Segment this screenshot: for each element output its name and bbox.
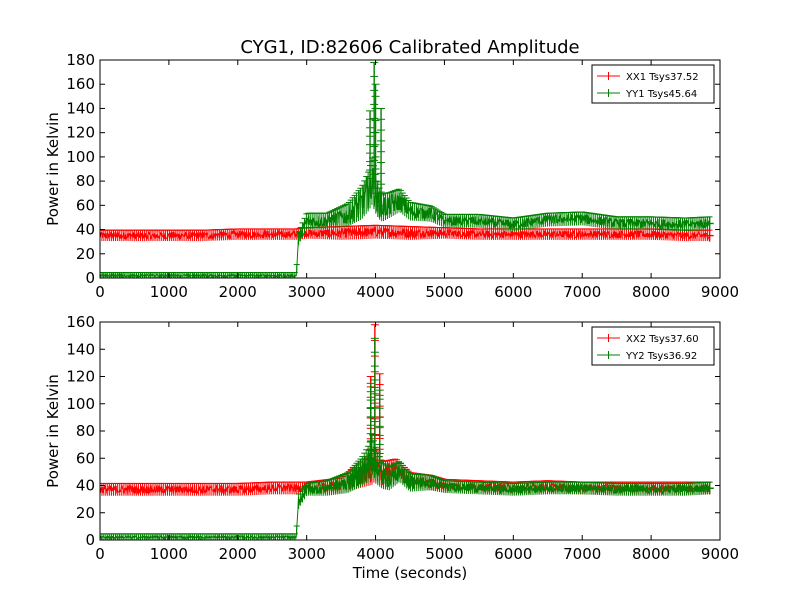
x-axis-label: Time (seconds) bbox=[352, 564, 468, 582]
x-tick-label: 7000 bbox=[563, 545, 601, 563]
y-tick-label: 40 bbox=[76, 221, 95, 239]
axes-frame bbox=[99, 59, 721, 279]
plot-area bbox=[100, 324, 714, 540]
legend: XX2 Tsys37.60 YY2 Tsys36.92 bbox=[591, 326, 715, 366]
x-tick-label: 3000 bbox=[288, 545, 326, 563]
x-tick-label: 3000 bbox=[288, 283, 326, 301]
y-tick-label: 180 bbox=[66, 51, 95, 69]
y-tick-label: 100 bbox=[66, 395, 95, 413]
series-line bbox=[100, 168, 710, 278]
legend: XX1 Tsys37.52 YY1 Tsys45.64 bbox=[591, 64, 715, 104]
y-axis-label: Power in Kelvin bbox=[44, 374, 62, 488]
legend-box bbox=[591, 64, 715, 104]
y-tick-label: 40 bbox=[76, 477, 95, 495]
y-tick-label: 160 bbox=[66, 313, 95, 331]
y-tick-label: 0 bbox=[85, 531, 95, 549]
series-yy bbox=[100, 337, 714, 540]
legend-label: XX2 Tsys37.60 bbox=[626, 334, 699, 345]
y-tick-label: 20 bbox=[76, 504, 95, 522]
legend-label: YY1 Tsys45.64 bbox=[625, 89, 697, 100]
x-tick-label: 4000 bbox=[356, 545, 394, 563]
y-tick-label: 100 bbox=[66, 148, 95, 166]
y-tick-label: 0 bbox=[85, 269, 95, 287]
x-tick-label: 2000 bbox=[219, 283, 257, 301]
x-tick-label: 7000 bbox=[563, 283, 601, 301]
chart-title: CYG1, ID:82606 Calibrated Amplitude bbox=[240, 37, 579, 58]
y-tick-label: 140 bbox=[66, 340, 95, 358]
y-tick-label: 140 bbox=[66, 99, 95, 117]
series-yy bbox=[100, 61, 714, 278]
x-tick-label: 1000 bbox=[150, 283, 188, 301]
x-tick-label: 8000 bbox=[632, 283, 670, 301]
x-tick-label: 5000 bbox=[425, 545, 463, 563]
y-axis-label: Power in Kelvin bbox=[44, 112, 62, 226]
legend-label: YY2 Tsys36.92 bbox=[625, 351, 697, 362]
y-tick-label: 120 bbox=[66, 368, 95, 386]
y-tick-label: 80 bbox=[76, 172, 95, 190]
x-tick-label: 9000 bbox=[701, 283, 739, 301]
x-tick-label: 9000 bbox=[701, 545, 739, 563]
y-tick-label: 60 bbox=[76, 196, 95, 214]
plot-bottom: 0 1000 2000 3000 4000 5000 6000 7000 8000 9000 0 20… bbox=[44, 313, 739, 582]
plot-top: 0 1000 2000 3000 4000 5000 6000 7000 8000 9000 0 20… bbox=[44, 51, 739, 301]
x-tick-label: 2000 bbox=[219, 545, 257, 563]
x-tick-label: 4000 bbox=[356, 283, 394, 301]
y-tick-label: 80 bbox=[76, 422, 95, 440]
x-tick-label: 0 bbox=[95, 283, 105, 301]
series-line bbox=[100, 446, 711, 540]
x-tick-label: 0 bbox=[95, 545, 105, 563]
legend-label: XX1 Tsys37.52 bbox=[626, 72, 699, 83]
x-tick-label: 8000 bbox=[632, 545, 670, 563]
legend-box bbox=[591, 326, 715, 366]
x-tick-label: 1000 bbox=[150, 545, 188, 563]
y-tick-label: 120 bbox=[66, 124, 95, 142]
y-tick-label: 60 bbox=[76, 449, 95, 467]
x-tick-label: 6000 bbox=[494, 283, 532, 301]
y-tick-label: 20 bbox=[76, 245, 95, 263]
y-tick-label: 160 bbox=[66, 75, 95, 93]
series-xx bbox=[100, 224, 714, 242]
x-tick-label: 5000 bbox=[425, 283, 463, 301]
x-tick-label: 6000 bbox=[494, 545, 532, 563]
plot-area bbox=[100, 61, 714, 278]
